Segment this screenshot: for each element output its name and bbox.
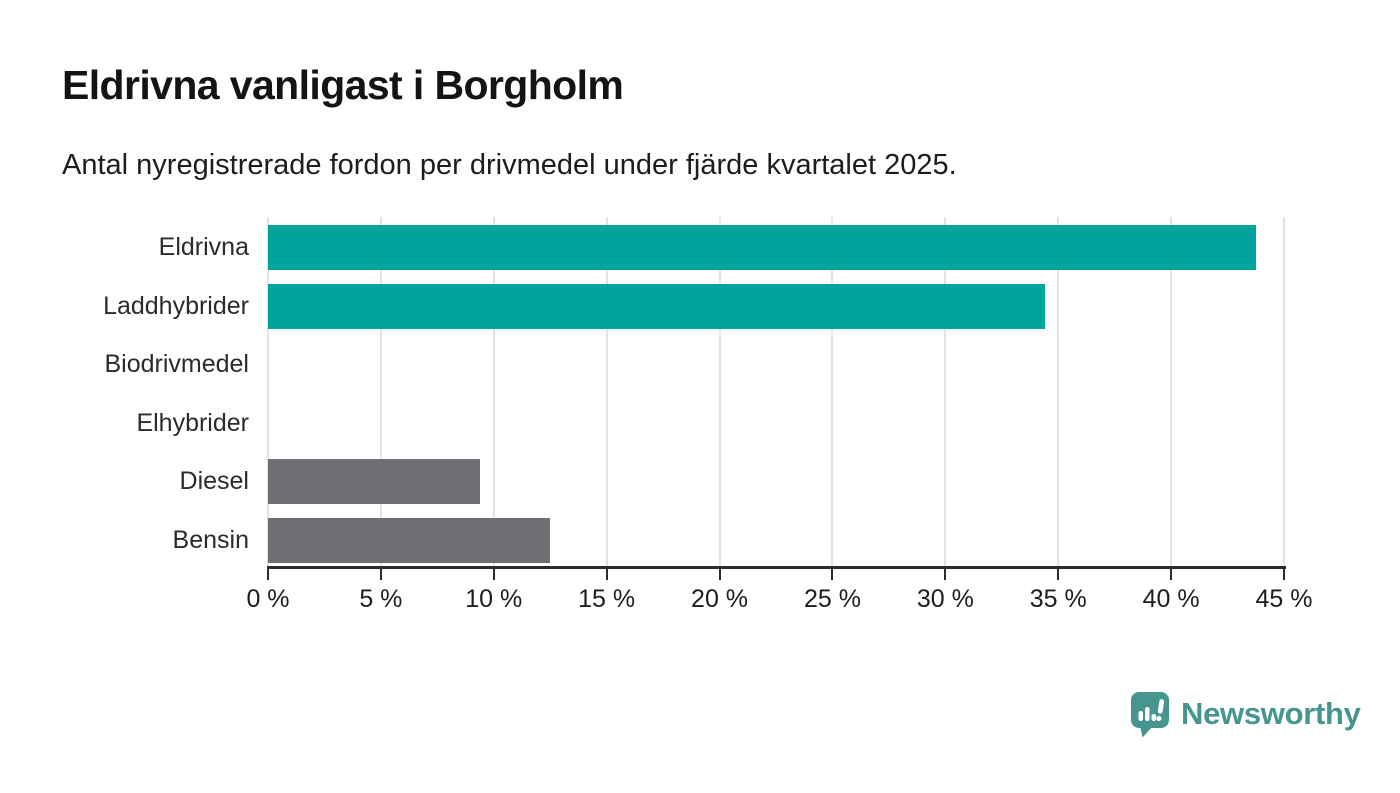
bar-bensin bbox=[268, 517, 551, 563]
category-label: Eldrivna bbox=[158, 233, 249, 261]
category-label: Biodrivmedel bbox=[104, 350, 249, 378]
gridline bbox=[267, 217, 269, 568]
x-axis-tick bbox=[492, 566, 495, 580]
x-axis-tick bbox=[831, 566, 834, 580]
category-label: Bensin bbox=[172, 525, 249, 554]
x-axis-tick-label: 45 % bbox=[1255, 585, 1313, 613]
x-axis-tick-label: 5 % bbox=[359, 585, 403, 613]
newsworthy-logo: Newsworthy bbox=[1130, 690, 1361, 738]
x-axis-tick-label: 30 % bbox=[916, 585, 974, 613]
gridline bbox=[605, 217, 608, 568]
gridline bbox=[1170, 217, 1173, 568]
x-axis-tick bbox=[1283, 566, 1285, 580]
gridline bbox=[831, 217, 834, 568]
x-axis-tick-label: 40 % bbox=[1142, 585, 1200, 613]
x-axis-tick-label: 0 % bbox=[246, 585, 290, 613]
x-axis-tick bbox=[1057, 566, 1060, 580]
gridline bbox=[1283, 217, 1285, 568]
plot-area bbox=[267, 217, 1285, 568]
category-label: Elhybrider bbox=[136, 408, 249, 437]
gridline bbox=[379, 217, 382, 568]
bar-laddhybrider bbox=[268, 283, 1045, 329]
x-axis-tick bbox=[605, 566, 608, 580]
chart-subtitle: Antal nyregistrerade fordon per drivmede… bbox=[62, 149, 957, 181]
category-label: Diesel bbox=[179, 467, 249, 495]
x-axis-tick bbox=[267, 566, 269, 580]
x-axis-tick-label: 10 % bbox=[465, 585, 523, 613]
x-axis-tick bbox=[944, 566, 947, 580]
x-axis-tick-label: 25 % bbox=[803, 585, 861, 613]
gridline bbox=[1057, 217, 1060, 568]
x-axis-line bbox=[268, 566, 1286, 569]
bar-eldrivna bbox=[268, 225, 1256, 270]
x-axis-tick-label: 35 % bbox=[1029, 585, 1087, 613]
brand-name: Newsworthy bbox=[1181, 696, 1361, 731]
gridline bbox=[492, 217, 495, 568]
gridline bbox=[718, 217, 721, 568]
x-axis-tick-label: 20 % bbox=[691, 585, 749, 613]
category-label: Laddhybrider bbox=[103, 291, 249, 320]
x-axis-tick bbox=[718, 566, 721, 580]
x-axis-tick bbox=[1170, 566, 1173, 580]
bar-diesel bbox=[268, 459, 481, 504]
x-axis-tick bbox=[379, 566, 382, 580]
page-title: Eldrivna vanligast i Borgholm bbox=[62, 62, 624, 108]
x-axis-tick-label: 15 % bbox=[578, 585, 636, 613]
gridline bbox=[944, 217, 947, 568]
bar-chart-speech-bubble-icon bbox=[1131, 692, 1169, 738]
